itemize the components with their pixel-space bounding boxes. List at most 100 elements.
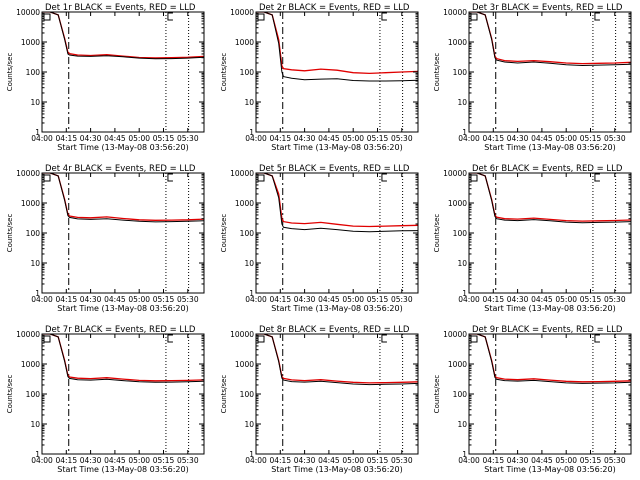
events-series-line [42,12,204,60]
x-tick-label: 05:30 [177,295,199,304]
bracket-icon [167,12,173,21]
x-tick-label: 04:45 [104,134,126,143]
x-axis-label: Start Time (13-May-08 03:56:20) [271,465,402,474]
x-axis-label: Start Time (13-May-08 03:56:20) [484,304,615,313]
bracket-icon [167,334,173,343]
plot-frame [255,333,419,455]
y-tick-label: 1 [249,128,254,137]
plot-frame [41,172,205,294]
plot-frame [468,11,632,133]
y-tick-label: 100 [240,68,255,77]
bracket-icon [167,173,173,182]
x-axis-label: Start Time (13-May-08 03:56:20) [484,143,615,152]
events-series-line [469,12,631,67]
y-tick-label: 10 [30,98,40,107]
x-tick-label: 04:15 [55,456,77,465]
x-tick-label: 05:30 [391,295,413,304]
events-series-line [469,173,631,224]
x-tick-label: 04:30 [507,456,529,465]
x-tick-label: 05:00 [555,295,577,304]
events-series-line [256,334,418,386]
y-tick-label: 1000 [448,199,467,208]
x-tick-label: 05:15 [153,295,175,304]
square-box-icon [257,174,265,182]
y-axis-label: Counts/sec [433,53,441,92]
panel-title: Det 9r BLACK = Events, RED = LLD [472,325,623,335]
panel-title: Det 6r BLACK = Events, RED = LLD [472,164,623,174]
x-tick-label: 04:45 [318,456,340,465]
y-tick-label: 1 [35,128,40,137]
events-series-line [256,12,418,82]
square-box-icon [43,13,51,21]
x-axis-label: Start Time (13-May-08 03:56:20) [271,143,402,152]
events-series-line [42,334,204,383]
x-tick-label: 05:15 [367,456,389,465]
lld-series-line [256,334,418,384]
x-tick-label: 05:15 [367,295,389,304]
x-tick-label: 04:15 [482,134,504,143]
panel-title: Det 3r BLACK = Events, RED = LLD [472,3,623,13]
events-series-line [42,173,204,223]
x-tick-label: 05:00 [128,134,150,143]
x-tick-label: 05:00 [128,295,150,304]
x-tick-label: 04:45 [104,456,126,465]
y-axis-label: Counts/sec [220,214,228,253]
square-box-icon [470,13,478,21]
plot-frame [41,333,205,455]
y-tick-label: 1000 [448,360,467,369]
y-tick-label: 10 [457,420,467,429]
y-tick-label: 100 [240,390,255,399]
y-tick-label: 10000 [16,169,40,178]
square-box-icon [470,335,478,343]
lld-series-line [42,12,204,59]
x-tick-label: 05:15 [580,295,602,304]
y-tick-label: 1000 [235,199,254,208]
x-tick-label: 05:00 [555,456,577,465]
square-box-icon [257,335,265,343]
x-axis-label: Start Time (13-May-08 03:56:20) [271,304,402,313]
x-axis-label: Start Time (13-May-08 03:56:20) [57,143,188,152]
events-series-line [256,173,418,233]
square-box-icon [43,335,51,343]
x-tick-label: 05:00 [342,295,364,304]
x-tick-label: 05:15 [153,134,175,143]
y-axis-label: Counts/sec [6,214,14,253]
events-series-line [469,334,631,384]
x-tick-label: 04:30 [507,295,529,304]
plot-frame [41,11,205,133]
y-tick-label: 10000 [230,169,254,178]
bracket-icon [594,334,600,343]
y-tick-label: 10 [30,259,40,268]
x-tick-label: 04:45 [318,134,340,143]
bracket-icon [381,334,387,343]
y-tick-label: 100 [26,68,41,77]
y-axis-label: Counts/sec [220,53,228,92]
y-tick-label: 100 [26,390,41,399]
y-tick-label: 1000 [235,360,254,369]
y-tick-label: 100 [453,229,468,238]
x-tick-label: 04:45 [104,295,126,304]
lld-series-line [42,334,204,382]
x-axis-label: Start Time (13-May-08 03:56:20) [484,465,615,474]
lld-series-line [256,12,418,75]
x-tick-label: 04:30 [80,134,102,143]
plot-frame [468,172,632,294]
lld-series-line [469,173,631,222]
x-tick-label: 05:15 [153,456,175,465]
x-axis-label: Start Time (13-May-08 03:56:20) [57,304,188,313]
bracket-icon [594,12,600,21]
square-box-icon [43,174,51,182]
y-tick-label: 10 [30,420,40,429]
x-tick-label: 05:15 [580,456,602,465]
lld-series-line [256,173,418,228]
x-tick-label: 05:30 [177,134,199,143]
x-tick-label: 05:00 [342,134,364,143]
x-tick-label: 05:30 [604,134,626,143]
panel-title: Det 7r BLACK = Events, RED = LLD [45,325,196,335]
x-tick-label: 05:15 [367,134,389,143]
y-tick-label: 1 [249,450,254,459]
